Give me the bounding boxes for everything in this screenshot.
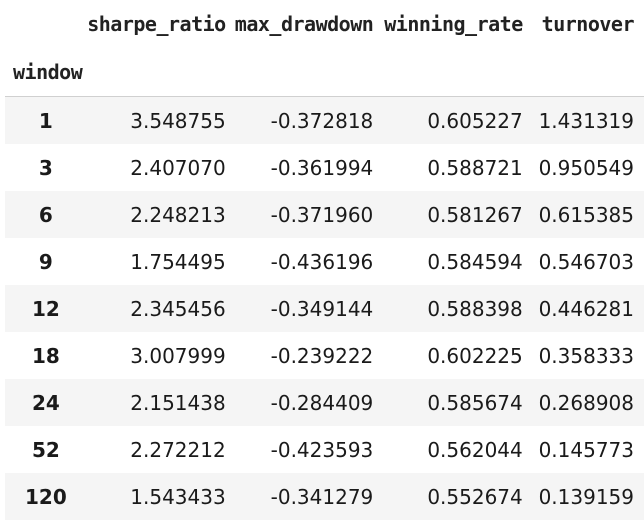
cell-max-drawdown: -0.423593 bbox=[270, 437, 374, 462]
index-name-label: window bbox=[5, 48, 87, 97]
column-header-row: sharpe_ratio max_drawdown winning_rate t… bbox=[5, 0, 644, 48]
cell-sharpe-ratio: 2.345456 bbox=[130, 296, 226, 321]
cell-turnover: 0.615385 bbox=[538, 202, 634, 227]
cell-turnover: 0.139159 bbox=[538, 484, 634, 509]
row-index-cell: 9 bbox=[38, 249, 53, 274]
index-header-blank bbox=[5, 0, 87, 48]
table-row: 24 2.151438 -0.284409 0.585674 0.268908 bbox=[5, 379, 644, 426]
cell-max-drawdown: -0.349144 bbox=[270, 296, 374, 321]
cell-turnover: 1.431319 bbox=[538, 108, 634, 133]
table-row: 1 3.548755 -0.372818 0.605227 1.431319 bbox=[5, 96, 644, 144]
cell-sharpe-ratio: 3.007999 bbox=[130, 343, 226, 368]
column-header-winning-rate: winning_rate bbox=[384, 12, 523, 36]
row-index-cell: 18 bbox=[31, 343, 60, 368]
table-body: 1 3.548755 -0.372818 0.605227 1.431319 3 2.407… bbox=[5, 96, 644, 520]
cell-turnover: 0.446281 bbox=[538, 296, 634, 321]
dataframe-table: sharpe_ratio max_drawdown winning_rate t… bbox=[5, 0, 644, 520]
index-name-row: window bbox=[5, 48, 644, 97]
table-row: 120 1.543433 -0.341279 0.552674 0.139159 bbox=[5, 473, 644, 520]
cell-sharpe-ratio: 1.543433 bbox=[130, 484, 226, 509]
row-index-cell: 3 bbox=[38, 155, 53, 180]
cell-sharpe-ratio: 2.248213 bbox=[130, 202, 226, 227]
row-index-cell: 120 bbox=[24, 484, 67, 509]
cell-max-drawdown: -0.361994 bbox=[270, 155, 374, 180]
index-name-filler bbox=[86, 48, 228, 97]
column-header-max-drawdown: max_drawdown bbox=[234, 12, 374, 36]
cell-winning-rate: 0.605227 bbox=[427, 108, 523, 133]
cell-max-drawdown: -0.239222 bbox=[270, 343, 374, 368]
cell-turnover: 0.268908 bbox=[538, 390, 634, 415]
row-index-cell: 12 bbox=[31, 296, 60, 321]
cell-sharpe-ratio: 2.272212 bbox=[130, 437, 226, 462]
table-row: 12 2.345456 -0.349144 0.588398 0.446281 bbox=[5, 285, 644, 332]
row-index-cell: 6 bbox=[38, 202, 53, 227]
cell-max-drawdown: -0.371960 bbox=[270, 202, 374, 227]
cell-turnover: 0.546703 bbox=[538, 249, 634, 274]
cell-max-drawdown: -0.372818 bbox=[270, 108, 374, 133]
cell-winning-rate: 0.581267 bbox=[427, 202, 523, 227]
cell-sharpe-ratio: 3.548755 bbox=[130, 108, 226, 133]
index-name-filler bbox=[524, 48, 644, 97]
table-row: 52 2.272212 -0.423593 0.562044 0.145773 bbox=[5, 426, 644, 473]
table-header: sharpe_ratio max_drawdown winning_rate t… bbox=[5, 0, 644, 97]
index-name-filler bbox=[375, 48, 525, 97]
cell-winning-rate: 0.588398 bbox=[427, 296, 523, 321]
cell-winning-rate: 0.585674 bbox=[427, 390, 523, 415]
table-row: 9 1.754495 -0.436196 0.584594 0.546703 bbox=[5, 238, 644, 285]
cell-winning-rate: 0.552674 bbox=[427, 484, 523, 509]
row-index-cell: 24 bbox=[31, 390, 60, 415]
cell-winning-rate: 0.584594 bbox=[427, 249, 523, 274]
table-row: 3 2.407070 -0.361994 0.588721 0.950549 bbox=[5, 144, 644, 191]
row-index-cell: 1 bbox=[38, 108, 53, 133]
cell-winning-rate: 0.602225 bbox=[427, 343, 523, 368]
column-header-turnover: turnover bbox=[541, 12, 635, 36]
index-name-filler bbox=[227, 48, 376, 97]
cell-turnover: 0.950549 bbox=[538, 155, 634, 180]
cell-turnover: 0.145773 bbox=[538, 437, 634, 462]
cell-sharpe-ratio: 1.754495 bbox=[130, 249, 226, 274]
cell-turnover: 0.358333 bbox=[538, 343, 634, 368]
cell-sharpe-ratio: 2.151438 bbox=[130, 390, 226, 415]
cell-max-drawdown: -0.436196 bbox=[270, 249, 374, 274]
cell-max-drawdown: -0.341279 bbox=[270, 484, 374, 509]
column-header-sharpe-ratio: sharpe_ratio bbox=[87, 12, 226, 36]
table-row: 6 2.248213 -0.371960 0.581267 0.615385 bbox=[5, 191, 644, 238]
cell-sharpe-ratio: 2.407070 bbox=[130, 155, 226, 180]
cell-winning-rate: 0.562044 bbox=[427, 437, 523, 462]
cell-winning-rate: 0.588721 bbox=[427, 155, 523, 180]
row-index-cell: 52 bbox=[31, 437, 60, 462]
table-row: 18 3.007999 -0.239222 0.602225 0.358333 bbox=[5, 332, 644, 379]
cell-max-drawdown: -0.284409 bbox=[270, 390, 374, 415]
